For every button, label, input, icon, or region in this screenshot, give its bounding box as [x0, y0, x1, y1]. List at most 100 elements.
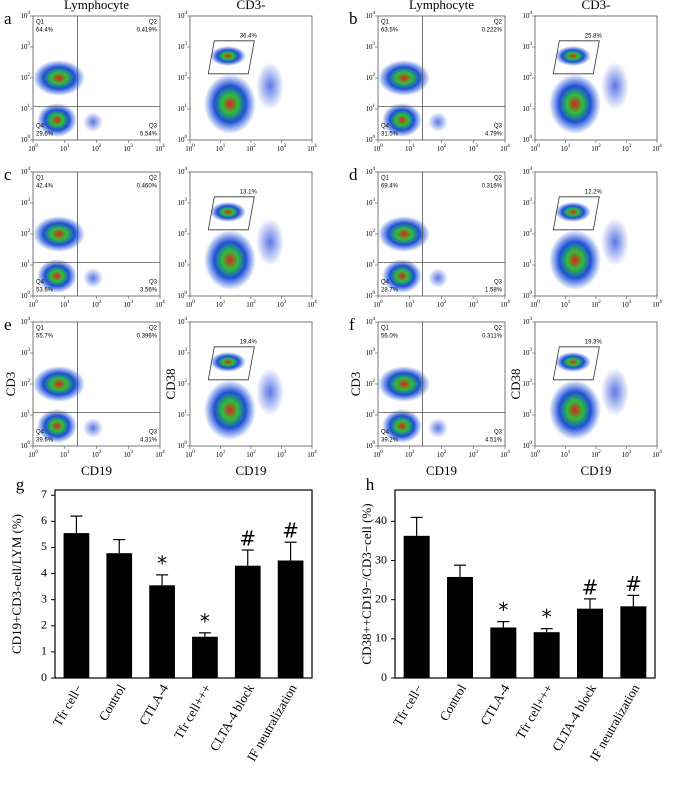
- tick-base: 10: [523, 318, 531, 326]
- y-tick-label: 10: [375, 631, 387, 645]
- tick-base: 10: [530, 301, 538, 309]
- x-tick-label: Tfr cell+++: [513, 681, 556, 741]
- y-tick-label: 3: [41, 591, 47, 605]
- tick-exponent: 0: [28, 135, 31, 140]
- tick-base: 10: [622, 301, 630, 309]
- tick-exponent: 4: [530, 11, 533, 16]
- tick-base: 10: [216, 301, 224, 309]
- log-tick-label: 102: [591, 300, 601, 308]
- tick-base: 10: [185, 301, 193, 309]
- panel-letter: d: [349, 165, 358, 184]
- log-tick-label: 100: [366, 441, 376, 449]
- tick-exponent: 2: [598, 144, 601, 149]
- event-cloud: [601, 62, 629, 110]
- y-tick-label: 0: [41, 670, 47, 684]
- event-cloud: [601, 368, 629, 416]
- tick-exponent: 1: [28, 260, 31, 265]
- tick-exponent: 4: [314, 300, 317, 305]
- log-tick-label: 100: [28, 300, 38, 308]
- tick-exponent: 2: [99, 300, 102, 305]
- log-tick-label: 103: [178, 348, 188, 356]
- quadrant-name: Q2: [149, 20, 158, 26]
- event-cloud: [37, 409, 77, 443]
- log-tick-label: 102: [21, 73, 31, 81]
- bar: [106, 553, 133, 678]
- tick-base: 10: [216, 145, 224, 153]
- log-tick-label: 100: [185, 300, 195, 308]
- y-axis-label: CD19+CD3-cell/LYM (%): [9, 514, 24, 654]
- event-cloud: [378, 60, 430, 96]
- quadrant-name: Q1: [381, 176, 390, 182]
- tick-base: 10: [124, 145, 132, 153]
- tick-base: 10: [124, 301, 132, 309]
- quadrant-percent: 0.396%: [137, 334, 158, 340]
- tick-base: 10: [523, 292, 531, 300]
- tick-exponent: 2: [530, 229, 533, 234]
- log-tick-label: 102: [178, 379, 188, 387]
- event-cloud: [382, 409, 422, 443]
- log-tick-label: 104: [307, 300, 317, 308]
- tick-base: 10: [523, 411, 531, 419]
- tick-exponent: 2: [185, 229, 188, 234]
- tick-base: 10: [591, 301, 599, 309]
- log-tick-label: 103: [277, 144, 287, 152]
- tick-exponent: 1: [412, 300, 415, 305]
- log-tick-label: 102: [523, 229, 533, 237]
- tick-exponent: 0: [537, 450, 540, 455]
- log-tick-label: 102: [591, 450, 601, 458]
- tick-base: 10: [124, 451, 132, 459]
- tick-exponent: 2: [28, 379, 31, 384]
- log-tick-label: 101: [216, 450, 226, 458]
- quadrant-percent: 0.316%: [482, 184, 503, 190]
- plot-frame: [394, 489, 656, 679]
- event-cloud: [428, 418, 448, 438]
- significance-mark: *: [157, 551, 167, 575]
- event-cloud: [204, 380, 256, 440]
- tick-base: 10: [622, 451, 630, 459]
- tick-base: 10: [178, 199, 186, 207]
- tick-base: 10: [523, 168, 531, 176]
- tick-base: 10: [530, 451, 538, 459]
- tick-exponent: 1: [530, 104, 533, 109]
- log-tick-label: 101: [60, 450, 70, 458]
- log-tick-label: 100: [21, 291, 31, 299]
- tick-exponent: 1: [530, 410, 533, 415]
- tick-exponent: 0: [530, 291, 533, 296]
- log-tick-label: 103: [178, 198, 188, 206]
- tick-base: 10: [178, 261, 186, 269]
- error-bar: [454, 564, 466, 577]
- log-tick-label: 101: [366, 410, 376, 418]
- tick-base: 10: [21, 136, 29, 144]
- quadrant-percent: 63.5%: [381, 28, 399, 34]
- event-cloud: [33, 216, 85, 252]
- tick-exponent: 4: [659, 300, 662, 305]
- quadrant-name: Q1: [381, 20, 390, 26]
- quadrant-percent: 0.222%: [482, 28, 503, 34]
- log-tick-label: 104: [652, 450, 662, 458]
- tick-exponent: 4: [507, 300, 510, 305]
- log-tick-label: 101: [21, 410, 31, 418]
- event-cloud: [204, 230, 256, 290]
- tick-base: 10: [21, 43, 29, 51]
- tick-exponent: 1: [373, 260, 376, 265]
- tick-base: 10: [366, 199, 374, 207]
- tick-base: 10: [591, 145, 599, 153]
- tick-exponent: 4: [373, 167, 376, 172]
- tick-exponent: 1: [28, 410, 31, 415]
- tick-base: 10: [561, 451, 569, 459]
- event-cloud: [83, 112, 103, 132]
- panel-letter: b: [349, 9, 358, 28]
- error-bar: [410, 516, 423, 536]
- tick-exponent: 4: [373, 317, 376, 322]
- tick-base: 10: [373, 301, 381, 309]
- log-tick-label: 103: [124, 300, 134, 308]
- quadrant-name: Q1: [381, 326, 390, 332]
- tick-exponent: 3: [284, 300, 287, 305]
- tick-base: 10: [178, 43, 186, 51]
- tick-base: 10: [246, 145, 254, 153]
- tick-base: 10: [437, 451, 445, 459]
- tick-exponent: 3: [373, 198, 376, 203]
- error-bar: [584, 598, 596, 609]
- log-tick-label: 104: [523, 11, 533, 19]
